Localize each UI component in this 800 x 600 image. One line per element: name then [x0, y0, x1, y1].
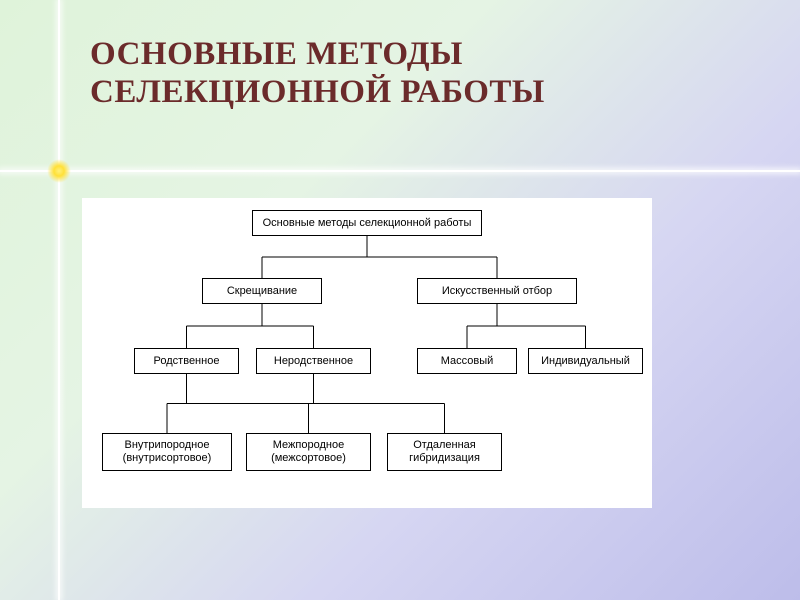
decoration-line-horizontal: [0, 170, 800, 172]
node-intra: Внутрипородное(внутрисортовое): [102, 433, 232, 471]
tree-diagram: Основные методы селекционной работы Скрещ…: [82, 198, 652, 508]
decoration-flare-icon: [47, 159, 71, 183]
node-indiv: Индивидуальный: [528, 348, 643, 374]
title-line-2: СЕЛЕКЦИОННОЙ РАБОТЫ: [90, 74, 545, 110]
node-select: Искусственный отбор: [417, 278, 577, 304]
node-remote: Отдаленнаягибридизация: [387, 433, 502, 471]
decoration-line-vertical: [58, 0, 60, 600]
node-cross: Скрещивание: [202, 278, 322, 304]
node-rel: Родственное: [134, 348, 239, 374]
node-unrel: Неродственное: [256, 348, 371, 374]
node-inter: Межпородное(межсортовое): [246, 433, 371, 471]
page-title: ОСНОВНЫЕ МЕТОДЫ СЕЛЕКЦИОННОЙ РАБОТЫ: [90, 36, 545, 112]
node-root: Основные методы селекционной работы: [252, 210, 482, 236]
slide: ОСНОВНЫЕ МЕТОДЫ СЕЛЕКЦИОННОЙ РАБОТЫ Осно…: [0, 0, 800, 600]
title-line-1: ОСНОВНЫЕ МЕТОДЫ: [90, 36, 463, 72]
node-mass: Массовый: [417, 348, 517, 374]
